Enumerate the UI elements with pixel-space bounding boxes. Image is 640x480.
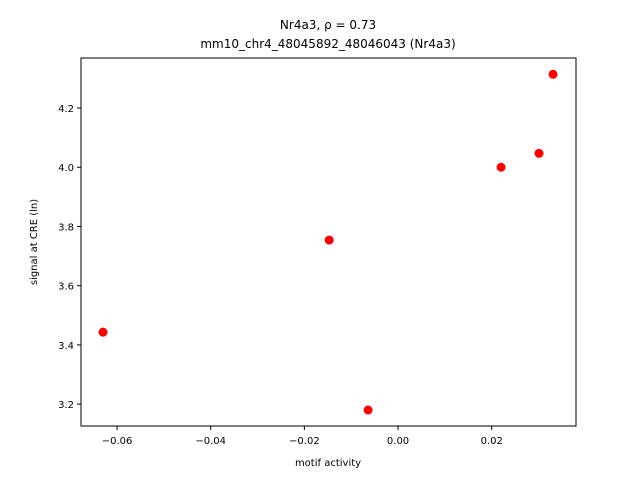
y-tick-label: 3.2 (58, 400, 74, 411)
x-tick-label: −0.06 (102, 436, 133, 447)
point (363, 405, 373, 415)
point (534, 148, 544, 158)
point (98, 327, 108, 337)
y-tick-label: 3.8 (58, 222, 74, 233)
chart-subtitle: mm10_chr4_48045892_48046043 (Nr4a3) (200, 37, 455, 51)
point (496, 162, 506, 172)
x-axis-label: motif activity (295, 458, 361, 469)
y-axis-label: signal at CRE (ln) (29, 199, 40, 285)
chart-title: Nr4a3, ρ = 0.73 (280, 18, 376, 32)
x-tick-label: 0.00 (387, 436, 409, 447)
x-tick-label: −0.04 (195, 436, 226, 447)
point (548, 69, 558, 79)
y-tick-label: 3.4 (58, 341, 74, 352)
x-tick-label: 0.02 (481, 436, 503, 447)
y-tick-label: 4.2 (58, 104, 74, 115)
x-tick-label: −0.02 (289, 436, 320, 447)
plot-frame (80, 57, 577, 427)
y-tick-label: 3.6 (58, 282, 74, 293)
y-tick-label: 4.0 (58, 163, 74, 174)
point (324, 235, 334, 245)
